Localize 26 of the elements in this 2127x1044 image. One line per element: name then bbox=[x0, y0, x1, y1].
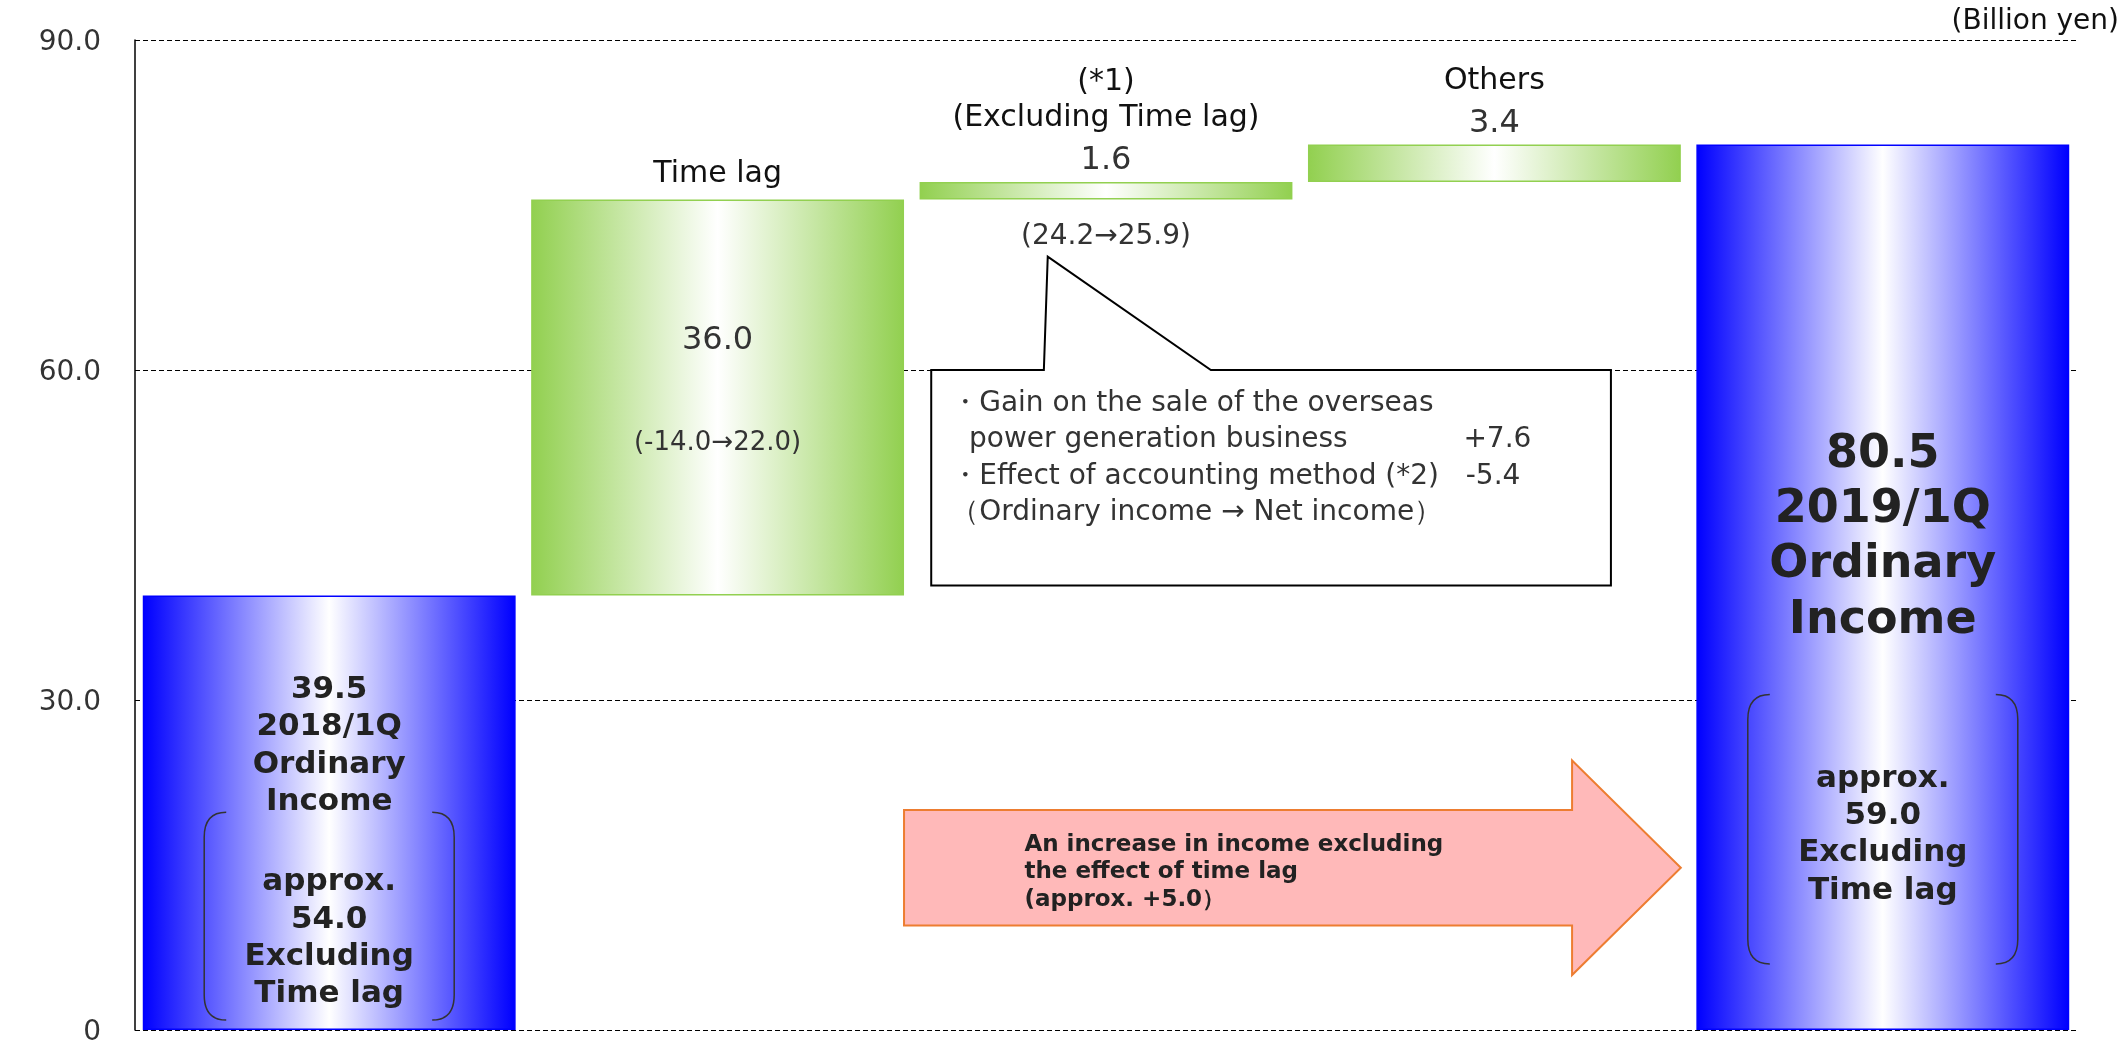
x-tick-label: (*1) (Excluding Time lag) bbox=[952, 61, 1260, 134]
bar bbox=[1307, 144, 1681, 182]
x-tick-label: 2019/1Q Ordinary Income bbox=[1769, 478, 1997, 644]
text: (Billion yen) bbox=[1951, 3, 2119, 37]
annotation: An increase in income excluding the effect of time lag (approx. +5.0） bbox=[1024, 829, 1444, 912]
annotation: (24.2→25.9) bbox=[1021, 217, 1191, 252]
data-label: 36.0 bbox=[681, 318, 754, 358]
x-tick-label: Time lag bbox=[653, 153, 782, 190]
bar bbox=[919, 181, 1293, 200]
x-tick-label: Others bbox=[1443, 60, 1545, 97]
y-tick-label: 30.0 bbox=[38, 683, 101, 717]
annotation: (-14.0→22.0) bbox=[633, 425, 802, 458]
bar bbox=[1696, 144, 2070, 1030]
x-tick-label: 2018/1Q Ordinary Income bbox=[252, 706, 406, 817]
bar bbox=[142, 595, 516, 1030]
annotation: approx. 54.0 Excluding Time lag bbox=[244, 861, 414, 1010]
data-label: 80.5 bbox=[1826, 423, 1940, 478]
data-label: 1.6 bbox=[1080, 138, 1132, 178]
y-tick-label: 0 bbox=[83, 1013, 101, 1044]
data-label: 39.5 bbox=[290, 668, 368, 705]
y-tick-label: 60.0 bbox=[38, 353, 101, 387]
bar bbox=[531, 199, 905, 596]
y-tick-label: 90.0 bbox=[38, 23, 101, 57]
annotation: approx. 59.0 Excluding Time lag bbox=[1798, 757, 1968, 907]
data-label: 3.4 bbox=[1468, 101, 1520, 140]
annotation: ・Gain on the sale of the overseas power generation business +7.6 ・Effect of accounting method (*2) -5.4 （Ordinary income → Net income） bbox=[951, 384, 1532, 530]
